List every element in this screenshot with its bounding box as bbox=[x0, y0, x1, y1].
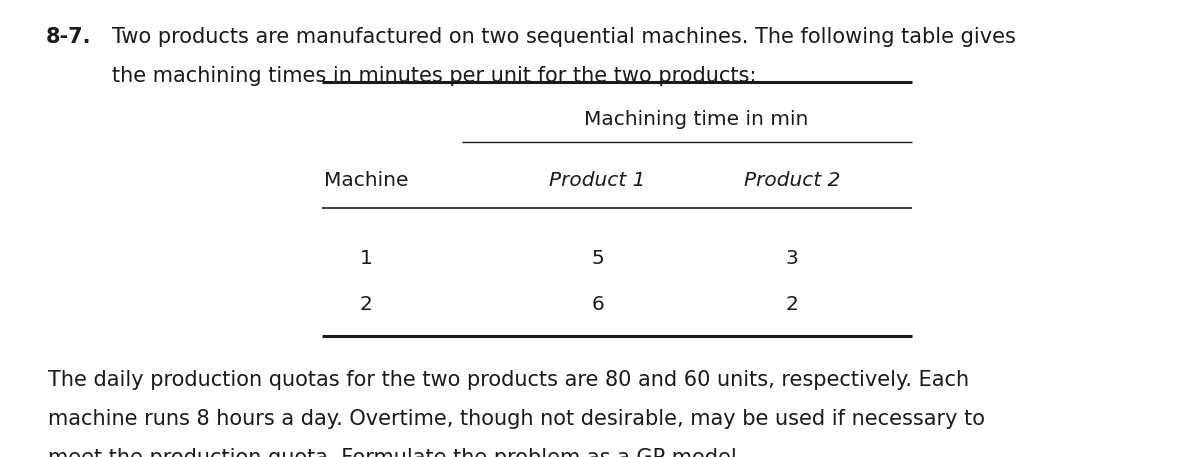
Text: 5: 5 bbox=[592, 249, 604, 268]
Text: Two products are manufactured on two sequential machines. The following table gi: Two products are manufactured on two seq… bbox=[112, 27, 1015, 48]
Text: the machining times in minutes per unit for the two products:: the machining times in minutes per unit … bbox=[112, 66, 756, 86]
Text: 1: 1 bbox=[360, 249, 372, 268]
Text: The daily production quotas for the two products are 80 and 60 units, respective: The daily production quotas for the two … bbox=[48, 370, 970, 390]
Text: 2: 2 bbox=[786, 295, 798, 314]
Text: 2: 2 bbox=[360, 295, 372, 314]
Text: Machining time in min: Machining time in min bbox=[584, 110, 808, 129]
Text: meet the production quota. Formulate the problem as a GP model.: meet the production quota. Formulate the… bbox=[48, 448, 743, 457]
Text: Product 1: Product 1 bbox=[550, 171, 646, 191]
Text: Product 2: Product 2 bbox=[744, 171, 840, 191]
Text: 6: 6 bbox=[592, 295, 604, 314]
Text: 8-7.: 8-7. bbox=[46, 27, 91, 48]
Text: machine runs 8 hours a day. Overtime, though not desirable, may be used if neces: machine runs 8 hours a day. Overtime, th… bbox=[48, 409, 985, 429]
Text: Machine: Machine bbox=[324, 171, 408, 191]
Text: 3: 3 bbox=[786, 249, 798, 268]
